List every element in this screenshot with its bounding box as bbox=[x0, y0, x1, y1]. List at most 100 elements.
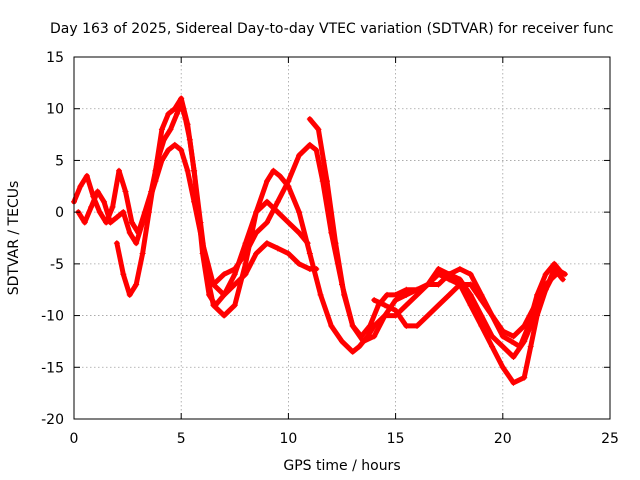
series-track-6 bbox=[371, 271, 559, 339]
x-tick-label: 5 bbox=[177, 431, 186, 447]
data-point bbox=[403, 302, 410, 309]
data-point bbox=[165, 110, 172, 117]
data-point bbox=[478, 297, 485, 304]
data-point bbox=[285, 250, 292, 257]
grid bbox=[74, 57, 610, 419]
data-point bbox=[126, 229, 133, 236]
data-point bbox=[392, 307, 399, 314]
data-point bbox=[101, 198, 108, 205]
data-point bbox=[274, 245, 281, 252]
y-tick-label: -5 bbox=[50, 257, 64, 273]
data-point bbox=[210, 281, 217, 288]
data-point bbox=[171, 105, 178, 112]
data-point bbox=[81, 219, 88, 226]
data-point bbox=[521, 374, 528, 381]
x-tick-label: 15 bbox=[387, 431, 405, 447]
series-track-3 bbox=[114, 95, 566, 386]
data-point bbox=[231, 281, 238, 288]
data-point bbox=[197, 219, 204, 226]
data-point bbox=[253, 209, 260, 216]
data-point bbox=[263, 178, 270, 185]
data-point bbox=[489, 333, 496, 340]
y-tick-label: -15 bbox=[41, 360, 64, 376]
data-point bbox=[435, 266, 442, 273]
data-point bbox=[133, 281, 140, 288]
data-point bbox=[191, 167, 198, 174]
data-point bbox=[107, 219, 114, 226]
data-point bbox=[489, 343, 496, 350]
data-point bbox=[210, 302, 217, 309]
data-point bbox=[167, 126, 174, 133]
data-point bbox=[274, 198, 281, 205]
data-point bbox=[178, 147, 185, 154]
y-tick-label: -20 bbox=[41, 412, 64, 428]
data-point bbox=[315, 126, 322, 133]
data-point bbox=[171, 141, 178, 148]
data-point bbox=[221, 291, 228, 298]
data-point bbox=[516, 343, 523, 350]
y-axis-title: SDTVAR / TECUs bbox=[6, 181, 22, 296]
data-point bbox=[508, 338, 515, 345]
data-point bbox=[328, 322, 335, 329]
data-point bbox=[274, 209, 281, 216]
data-point bbox=[510, 353, 517, 360]
data-point bbox=[414, 291, 421, 298]
data-point bbox=[414, 286, 421, 293]
data-point bbox=[366, 322, 373, 329]
data-point bbox=[313, 147, 320, 154]
y-tick-label: -10 bbox=[41, 309, 64, 325]
data-point bbox=[139, 250, 146, 257]
data-point bbox=[263, 198, 270, 205]
x-tick-label: 10 bbox=[279, 431, 297, 447]
data-point bbox=[158, 126, 165, 133]
data-point bbox=[122, 188, 129, 195]
data-point bbox=[499, 364, 506, 371]
data-point bbox=[253, 250, 260, 257]
data-point bbox=[435, 302, 442, 309]
data-point bbox=[133, 240, 140, 247]
data-point bbox=[83, 172, 90, 179]
data-point bbox=[242, 250, 249, 257]
data-point bbox=[403, 286, 410, 293]
data-point bbox=[317, 291, 324, 298]
data-point bbox=[178, 95, 185, 102]
data-point bbox=[403, 322, 410, 329]
data-point bbox=[146, 209, 153, 216]
data-point bbox=[478, 312, 485, 319]
data-point bbox=[231, 266, 238, 273]
data-point bbox=[116, 167, 123, 174]
data-point bbox=[403, 291, 410, 298]
data-point bbox=[270, 167, 277, 174]
data-point bbox=[88, 203, 95, 210]
data-point bbox=[349, 348, 356, 355]
y-tick-label: 10 bbox=[46, 102, 64, 118]
data-point bbox=[263, 219, 270, 226]
y-tick-label: 15 bbox=[46, 50, 64, 66]
data-point bbox=[242, 260, 249, 267]
data-point bbox=[221, 271, 228, 278]
data-point bbox=[392, 291, 399, 298]
data-point bbox=[510, 333, 517, 340]
data-point bbox=[221, 312, 228, 319]
data-point bbox=[203, 271, 210, 278]
data-point bbox=[323, 178, 330, 185]
data-point bbox=[392, 297, 399, 304]
data-point bbox=[446, 271, 453, 278]
data-point bbox=[371, 333, 378, 340]
data-point bbox=[356, 343, 363, 350]
data-point bbox=[527, 343, 534, 350]
series-track-5 bbox=[307, 116, 566, 350]
data-point bbox=[128, 219, 135, 226]
data-point bbox=[285, 178, 292, 185]
plot-frame bbox=[73, 56, 611, 420]
data-point bbox=[165, 147, 172, 154]
data-point bbox=[414, 322, 421, 329]
data-point bbox=[231, 302, 238, 309]
data-point bbox=[109, 203, 116, 210]
data-point bbox=[296, 229, 303, 236]
data-point bbox=[296, 209, 303, 216]
data-point bbox=[551, 260, 558, 267]
data-point bbox=[446, 291, 453, 298]
data-point bbox=[120, 271, 127, 278]
